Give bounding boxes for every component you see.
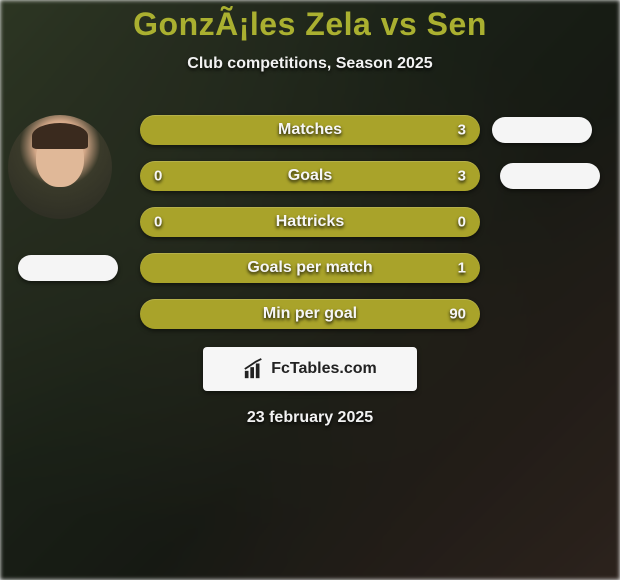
comparison-area: Matches 3 0 Goals 3 0 Hattricks 0 Goals … bbox=[0, 115, 620, 329]
stat-left-value: 0 bbox=[154, 168, 162, 185]
content-wrapper: GonzÃ¡les Zela vs Sen Club competitions,… bbox=[0, 0, 620, 427]
side-pill bbox=[492, 117, 592, 143]
page-subtitle: Club competitions, Season 2025 bbox=[0, 55, 620, 73]
stat-label: Hattricks bbox=[140, 213, 480, 231]
stat-label: Goals bbox=[140, 167, 480, 185]
stat-bar-goals-per-match: Goals per match 1 bbox=[140, 253, 480, 283]
stat-right-value: 90 bbox=[449, 306, 466, 323]
player-left-avatar bbox=[8, 115, 112, 219]
stat-bar-hattricks: 0 Hattricks 0 bbox=[140, 207, 480, 237]
stat-bar-goals: 0 Goals 3 bbox=[140, 161, 480, 191]
stat-bar-min-per-goal: Min per goal 90 bbox=[140, 299, 480, 329]
bar-chart-icon bbox=[243, 358, 265, 380]
source-logo-text: FcTables.com bbox=[271, 360, 377, 378]
stat-label: Min per goal bbox=[140, 305, 480, 323]
stat-label: Goals per match bbox=[140, 259, 480, 277]
stat-right-value: 3 bbox=[458, 168, 466, 185]
stat-bar-matches: Matches 3 bbox=[140, 115, 480, 145]
side-pill bbox=[500, 163, 600, 189]
stat-label: Matches bbox=[140, 121, 480, 139]
page-title: GonzÃ¡les Zela vs Sen bbox=[0, 6, 620, 43]
side-pill bbox=[18, 255, 118, 281]
source-logo-box: FcTables.com bbox=[203, 347, 417, 391]
stat-right-value: 3 bbox=[458, 122, 466, 139]
footer-date: 23 february 2025 bbox=[0, 409, 620, 427]
stat-right-value: 0 bbox=[458, 214, 466, 231]
stat-right-value: 1 bbox=[458, 260, 466, 277]
stat-left-value: 0 bbox=[154, 214, 162, 231]
stat-bars: Matches 3 0 Goals 3 0 Hattricks 0 Goals … bbox=[140, 115, 480, 329]
